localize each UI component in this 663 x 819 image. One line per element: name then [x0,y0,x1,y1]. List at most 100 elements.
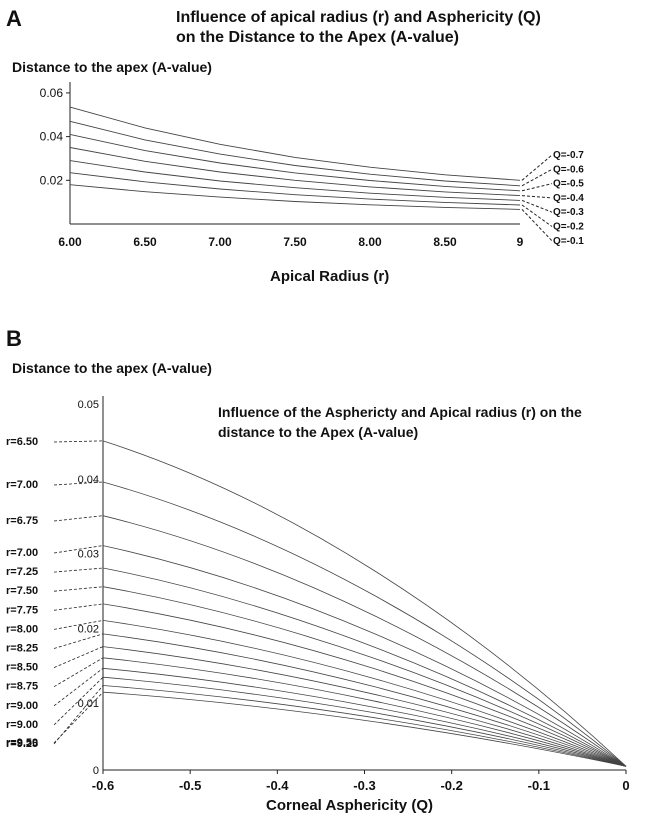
panel-b-x-tick-label: -0.4 [266,778,289,793]
panel-a-series-label: Q=-0.6 [553,164,584,175]
panel-b-series-leader [53,515,104,522]
panel-a-x-tick-label: 8.00 [358,235,382,249]
panel-b-series-label: r=6.75 [6,515,38,527]
panel-b-series-line [102,691,627,767]
panel-b-series-line [102,603,627,767]
panel-b-series-line [102,545,627,767]
panel-b-series-leader [53,633,104,649]
panel-a-series-leader [521,195,553,199]
panel-a-series-label: Q=-0.1 [553,236,584,247]
panel-b-x-tick-label: -0.6 [92,778,114,793]
panel-b-series-label: r=7.00 [6,479,38,491]
panel-b-title: Influence of the Asphericty and Apical r… [218,404,582,420]
panel-a-series-leader [521,199,553,213]
panel-b-y-tick-label: 0.02 [78,623,99,635]
panel-b-series-label: r=9.00 [6,719,38,731]
panel-b-series-line [102,620,627,767]
panel-a-x-tick-label: 6.50 [133,235,157,249]
panel-a-letter: A [6,6,22,31]
panel-b-series-line [102,667,627,767]
panel-a-series-line [69,120,521,187]
panel-b-series-line [102,676,627,767]
panel-a-series-line [69,160,521,201]
panel-a-series-label: Q=-0.2 [553,222,584,233]
panel-b-series-line [102,685,627,767]
panel-b-series-leader [53,586,104,592]
panel-b-series-leader [53,481,104,486]
panel-b-series-leader [53,676,104,726]
panel-a-series-label: Q=-0.3 [553,207,584,218]
panel-b-series-leader [53,657,104,688]
panel-b-x-tick-label: -0.1 [528,778,550,793]
panel-a-xlabel: Apical Radius (r) [270,268,389,285]
panel-a-series-line [69,106,521,181]
panel-b-x-tick-label: 0 [622,778,629,793]
panel-b-series-label: r=9.00 [6,700,38,712]
panel-b-series-line [102,567,627,767]
panel-b-x-tick-label: -0.3 [353,778,375,793]
panel-a-series-line [69,184,521,210]
panel-b-series-label: r=7.25 [6,566,38,578]
panel-a-x-tick-label: 7.50 [283,235,307,249]
panel-b-y-tick-label: 0.05 [78,399,99,411]
panel-b-series-leader [53,620,104,630]
panel-a-series-label: Q=-0.5 [553,179,584,190]
panel-b-series-line [102,657,627,767]
panel-a-y-tick-label: 0.04 [40,130,64,144]
panel-a-x-tick-label: 9 [517,235,524,249]
panel-b-series-label: r=8.00 [6,623,38,635]
panel-b-y-tick-label: 0 [93,765,99,777]
panel-b-series-label: r=8.75 [6,681,38,693]
panel-b-plot: 0 0.01 0.02 0.03 0.04 0.05 -0.6 -0.5 -0.4 -0.3 -0.… [6,396,630,793]
panel-b-series-label: r=8.50 [6,662,38,674]
panel-a-plot: 0.02 0.04 0.06 6.00 6.50 7.00 7.50 8.00 8.50 9 Q=-… [40,82,584,249]
panel-a-series-line [69,147,521,197]
panel-b-series-leader [53,545,104,554]
panel-b-series-line [102,481,627,767]
panel-a-y-tick-label: 0.02 [40,173,64,187]
panel-a-title: Influence of apical radius (r) and Asphe… [176,9,541,26]
panel-a-x-tick-label: 6.00 [58,235,82,249]
panel-b-series-leader [53,567,104,573]
panel-a-series-leader [521,209,553,242]
panel-b-x-tick-label: -0.5 [179,778,201,793]
panel-b-series-line [102,515,627,767]
panel-b-series-leader [53,691,104,744]
panel-b-series-line [102,633,627,767]
panel-b-ylabel: Distance to the apex (A-value) [12,360,212,376]
panel-b-y-tick-label: 0.01 [78,698,99,710]
panel-b-y-tick-label: 0.04 [78,474,99,486]
panel-a-series-leader [521,183,553,192]
panel-b-series-leader [53,646,104,668]
panel-a-x-tick-label: 7.00 [208,235,232,249]
panel-b-series-label: r=9.25 [6,738,38,750]
panel-a-series-leader [521,204,553,227]
panel-b-series-label: r=7.00 [6,547,38,559]
panel-a-x-tick-label: 8.50 [433,235,457,249]
panel-b-series-leader [53,667,104,707]
panel-a-series-line [69,172,521,206]
panel-a-title-line2: on the Distance to the Apex (A-value) [176,29,459,46]
panel-b-series-label: r=9.50 [6,737,38,749]
panel-b-series-line [102,440,627,767]
panel-b-series-label: r=6.50 [6,436,38,448]
panel-b-letter: B [6,326,22,351]
panel-a-series-leader [521,168,553,187]
panel-b-series-label: r=8.25 [6,643,38,655]
panel-b-series-leader [53,603,104,611]
panel-b-series-line [102,586,627,767]
panel-b-x-tick-label: -0.2 [440,778,462,793]
panel-a-series-line [69,133,521,192]
panel-b-y-tick-label: 0.03 [78,549,99,561]
panel-a-series-leader [521,154,553,181]
panel-b-xlabel: Corneal Asphericity (Q) [266,797,433,814]
panel-b-series-leader [53,440,104,443]
panel-b-series-line [102,646,627,767]
panel-b-title-line2: distance to the Apex (A-value) [218,424,418,440]
panel-b-series-label: r=7.75 [6,604,38,616]
panel-b-series-label: r=7.50 [6,585,38,597]
panel-a-ylabel: Distance to the apex (A-value) [12,59,212,75]
panel-a-y-tick-label: 0.06 [40,86,64,100]
panel-a-series-label: Q=-0.7 [553,150,584,161]
